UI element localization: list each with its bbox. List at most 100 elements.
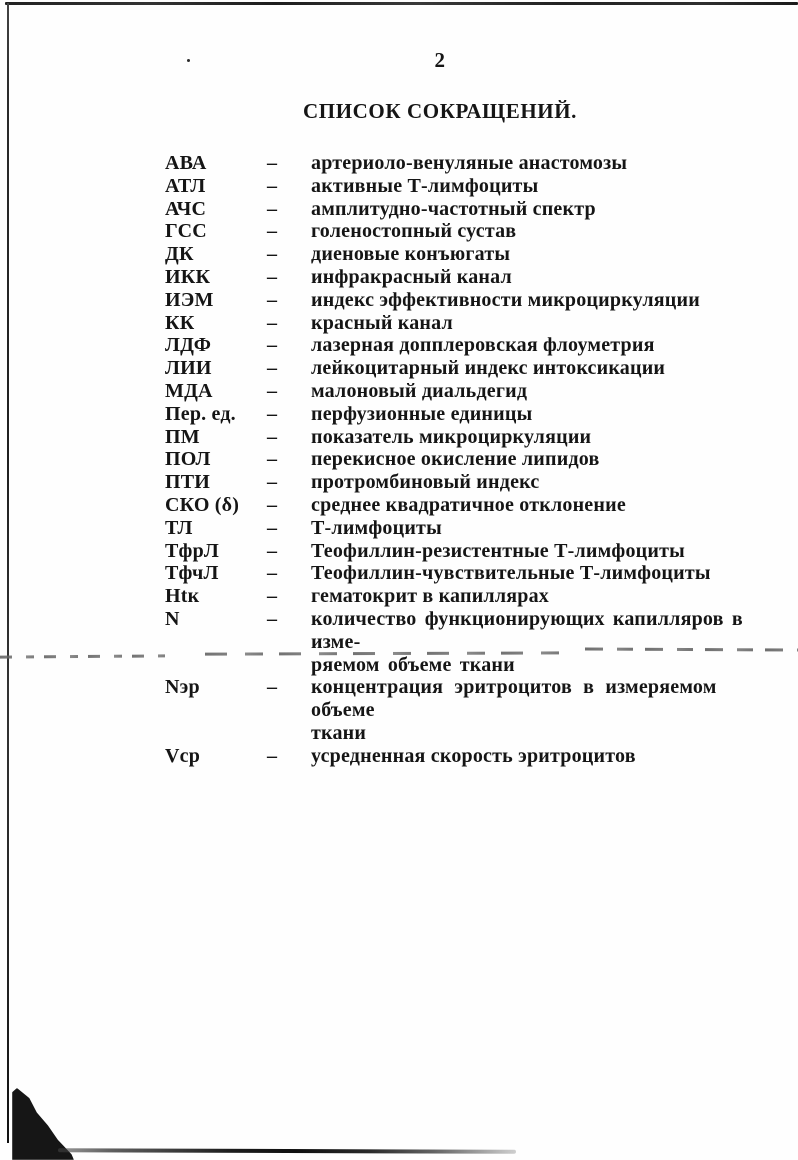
dash-separator: –	[267, 357, 278, 380]
abbreviation-term: ПОЛ	[165, 448, 211, 471]
abbreviation-term: ПТИ	[165, 471, 211, 494]
dash-separator: –	[267, 425, 278, 448]
abbreviation-row: СКО (δ) – среднее квадратичное отклонени…	[165, 494, 755, 517]
abbreviation-definition: малоновый диальдегид	[311, 379, 528, 402]
abbreviation-definition: концентрация эритроцитов в измеряемом об…	[311, 676, 717, 744]
abbreviation-row: ТЛ – Т-лимфоциты	[165, 517, 755, 540]
abbreviation-definition: амплитудно-частотный спектр	[311, 197, 596, 220]
page-left-border	[7, 3, 9, 1143]
abbreviation-term: ТфрЛ	[165, 539, 220, 562]
abbreviation-row: ТфрЛ – Теофиллин-резистентные Т-лимфоцит…	[165, 540, 755, 563]
scan-artifact-dashed-line	[0, 654, 166, 659]
abbreviation-row: ПМ – показатель микроциркуляции	[165, 426, 755, 449]
abbreviation-row: ЛИИ – лейкоцитарный индекс интоксикации	[165, 357, 755, 380]
abbreviation-term: МДА	[165, 379, 213, 402]
abbreviation-definition: усредненная скорость эритроцитов	[311, 744, 636, 767]
abbreviation-term: Пер. ед.	[165, 402, 236, 425]
dash-separator: –	[267, 243, 278, 266]
dash-separator: –	[267, 744, 278, 767]
abbreviation-definition: протромбиновый индекс	[311, 471, 540, 494]
abbreviation-definition: артериоло-венуляные анастомозы	[311, 152, 628, 174]
dash-separator: –	[267, 516, 278, 539]
dash-separator: –	[267, 402, 278, 425]
abbreviation-row: АВА – артериоло-венуляные анастомозы	[165, 152, 755, 175]
abbreviation-row: АТЛ – активные Т-лимфоциты	[165, 175, 755, 198]
abbreviation-row: Vср – усредненная скорость эритроцитов	[165, 745, 755, 768]
dash-separator: –	[267, 607, 278, 630]
abbreviation-definition: показатель микроциркуляции	[311, 425, 592, 448]
page-bottom-border	[57, 1148, 517, 1154]
page-title: СПИСОК СОКРАЩЕНИЙ.	[303, 99, 577, 123]
dash-separator: –	[267, 585, 278, 608]
abbreviation-definition: диеновые конъюгаты	[311, 243, 511, 266]
abbreviation-row: Nэр – концентрация эритроцитов в измеряе…	[165, 676, 755, 744]
abbreviation-row: ПОЛ – перекисное окисление липидов	[165, 448, 755, 471]
abbreviation-term: ЛИИ	[165, 357, 212, 380]
abbreviation-definition: голеностопный сустав	[311, 220, 517, 243]
abbreviation-row: ГСС – голеностопный сустав	[165, 220, 755, 243]
abbreviation-definition: среднее квадратичное отклонение	[311, 493, 626, 516]
abbreviation-definition: индекс эффективности микроциркуляции	[311, 288, 700, 311]
abbreviation-row: Htк – гематокрит в капиллярах	[165, 585, 755, 608]
abbreviation-term: АЧС	[165, 197, 207, 220]
dash-separator: –	[267, 539, 278, 562]
abbreviation-definition: гематокрит в капиллярах	[311, 585, 550, 608]
abbreviation-term: ПМ	[165, 425, 200, 448]
dash-separator: –	[267, 562, 278, 585]
abbreviation-term: ЛДФ	[165, 334, 212, 357]
abbreviation-definition: перекисное окисление липидов	[311, 448, 600, 471]
dash-separator: –	[267, 220, 278, 243]
abbreviation-term: АТЛ	[165, 174, 206, 197]
page-number: 2	[434, 48, 446, 72]
dash-separator: –	[267, 288, 278, 311]
dash-separator: –	[267, 152, 278, 174]
abbreviation-definition: лейкоцитарный индекс интоксикации	[311, 357, 666, 380]
dash-separator: –	[267, 197, 278, 220]
abbreviation-row: ПТИ – протромбиновый индекс	[165, 471, 755, 494]
dash-separator: –	[267, 334, 278, 357]
abbreviation-row: ЛДФ – лазерная допплеровская флоуметрия	[165, 334, 755, 357]
abbreviation-row: ИЭМ – индекс эффективности микроциркуляц…	[165, 289, 755, 312]
abbreviation-definition: Т-лимфоциты	[311, 516, 442, 539]
abbreviation-row: ТфчЛ – Теофиллин-чувствительные Т-лимфоц…	[165, 562, 755, 585]
abbreviation-term: ИКК	[165, 265, 211, 288]
dash-separator: –	[267, 471, 278, 494]
dash-separator: –	[267, 493, 278, 516]
abbreviation-term: ТфчЛ	[165, 562, 219, 585]
dash-separator: –	[267, 379, 278, 402]
abbreviation-row: Пер. ед. – перфузионные единицы	[165, 403, 755, 426]
abbreviation-definition: Теофиллин-чувствительные Т-лимфоциты	[311, 562, 711, 585]
dash-separator: –	[267, 311, 278, 334]
abbreviation-definition: инфракрасный канал	[311, 265, 512, 288]
abbreviation-definition: красный канал	[311, 311, 453, 334]
abbreviation-definition: лазерная допплеровская флоуметрия	[311, 334, 655, 357]
dash-separator: –	[267, 265, 278, 288]
abbreviation-row: N – количество функционирующих капилляро…	[165, 608, 755, 676]
abbreviation-definition: Теофиллин-резистентные Т-лимфоциты	[311, 539, 685, 562]
abbreviation-row: ДК – диеновые конъюгаты	[165, 243, 755, 266]
abbreviation-term: Nэр	[165, 676, 200, 699]
abbreviation-row: КК – красный канал	[165, 312, 755, 335]
abbreviation-term: Vср	[165, 744, 201, 767]
abbreviation-row: МДА – малоновый диальдегид	[165, 380, 755, 403]
scan-speck	[187, 59, 190, 62]
abbreviation-term: ИЭМ	[165, 288, 214, 311]
page-top-border	[5, 2, 798, 5]
dash-separator: –	[267, 448, 278, 471]
abbreviation-term: Htк	[165, 585, 200, 608]
abbreviation-term: N	[165, 607, 180, 630]
abbreviation-term: ТЛ	[165, 516, 193, 539]
dash-separator: –	[267, 676, 278, 699]
abbreviation-term: КК	[165, 311, 195, 334]
abbreviation-term: ГСС	[165, 220, 207, 243]
dash-separator: –	[267, 174, 278, 197]
abbreviation-term: СКО (δ)	[165, 493, 240, 516]
abbreviation-definition: перфузионные единицы	[311, 402, 533, 425]
abbreviation-row: АЧС – амплитудно-частотный спектр	[165, 198, 755, 221]
abbreviation-row: ИКК – инфракрасный канал	[165, 266, 755, 289]
abbreviation-term: АВА	[165, 152, 207, 174]
abbreviation-definition: активные Т-лимфоциты	[311, 174, 539, 197]
abbreviation-definition: количество функционирующих капилляров в …	[311, 607, 743, 676]
abbreviation-term: ДК	[165, 243, 194, 266]
